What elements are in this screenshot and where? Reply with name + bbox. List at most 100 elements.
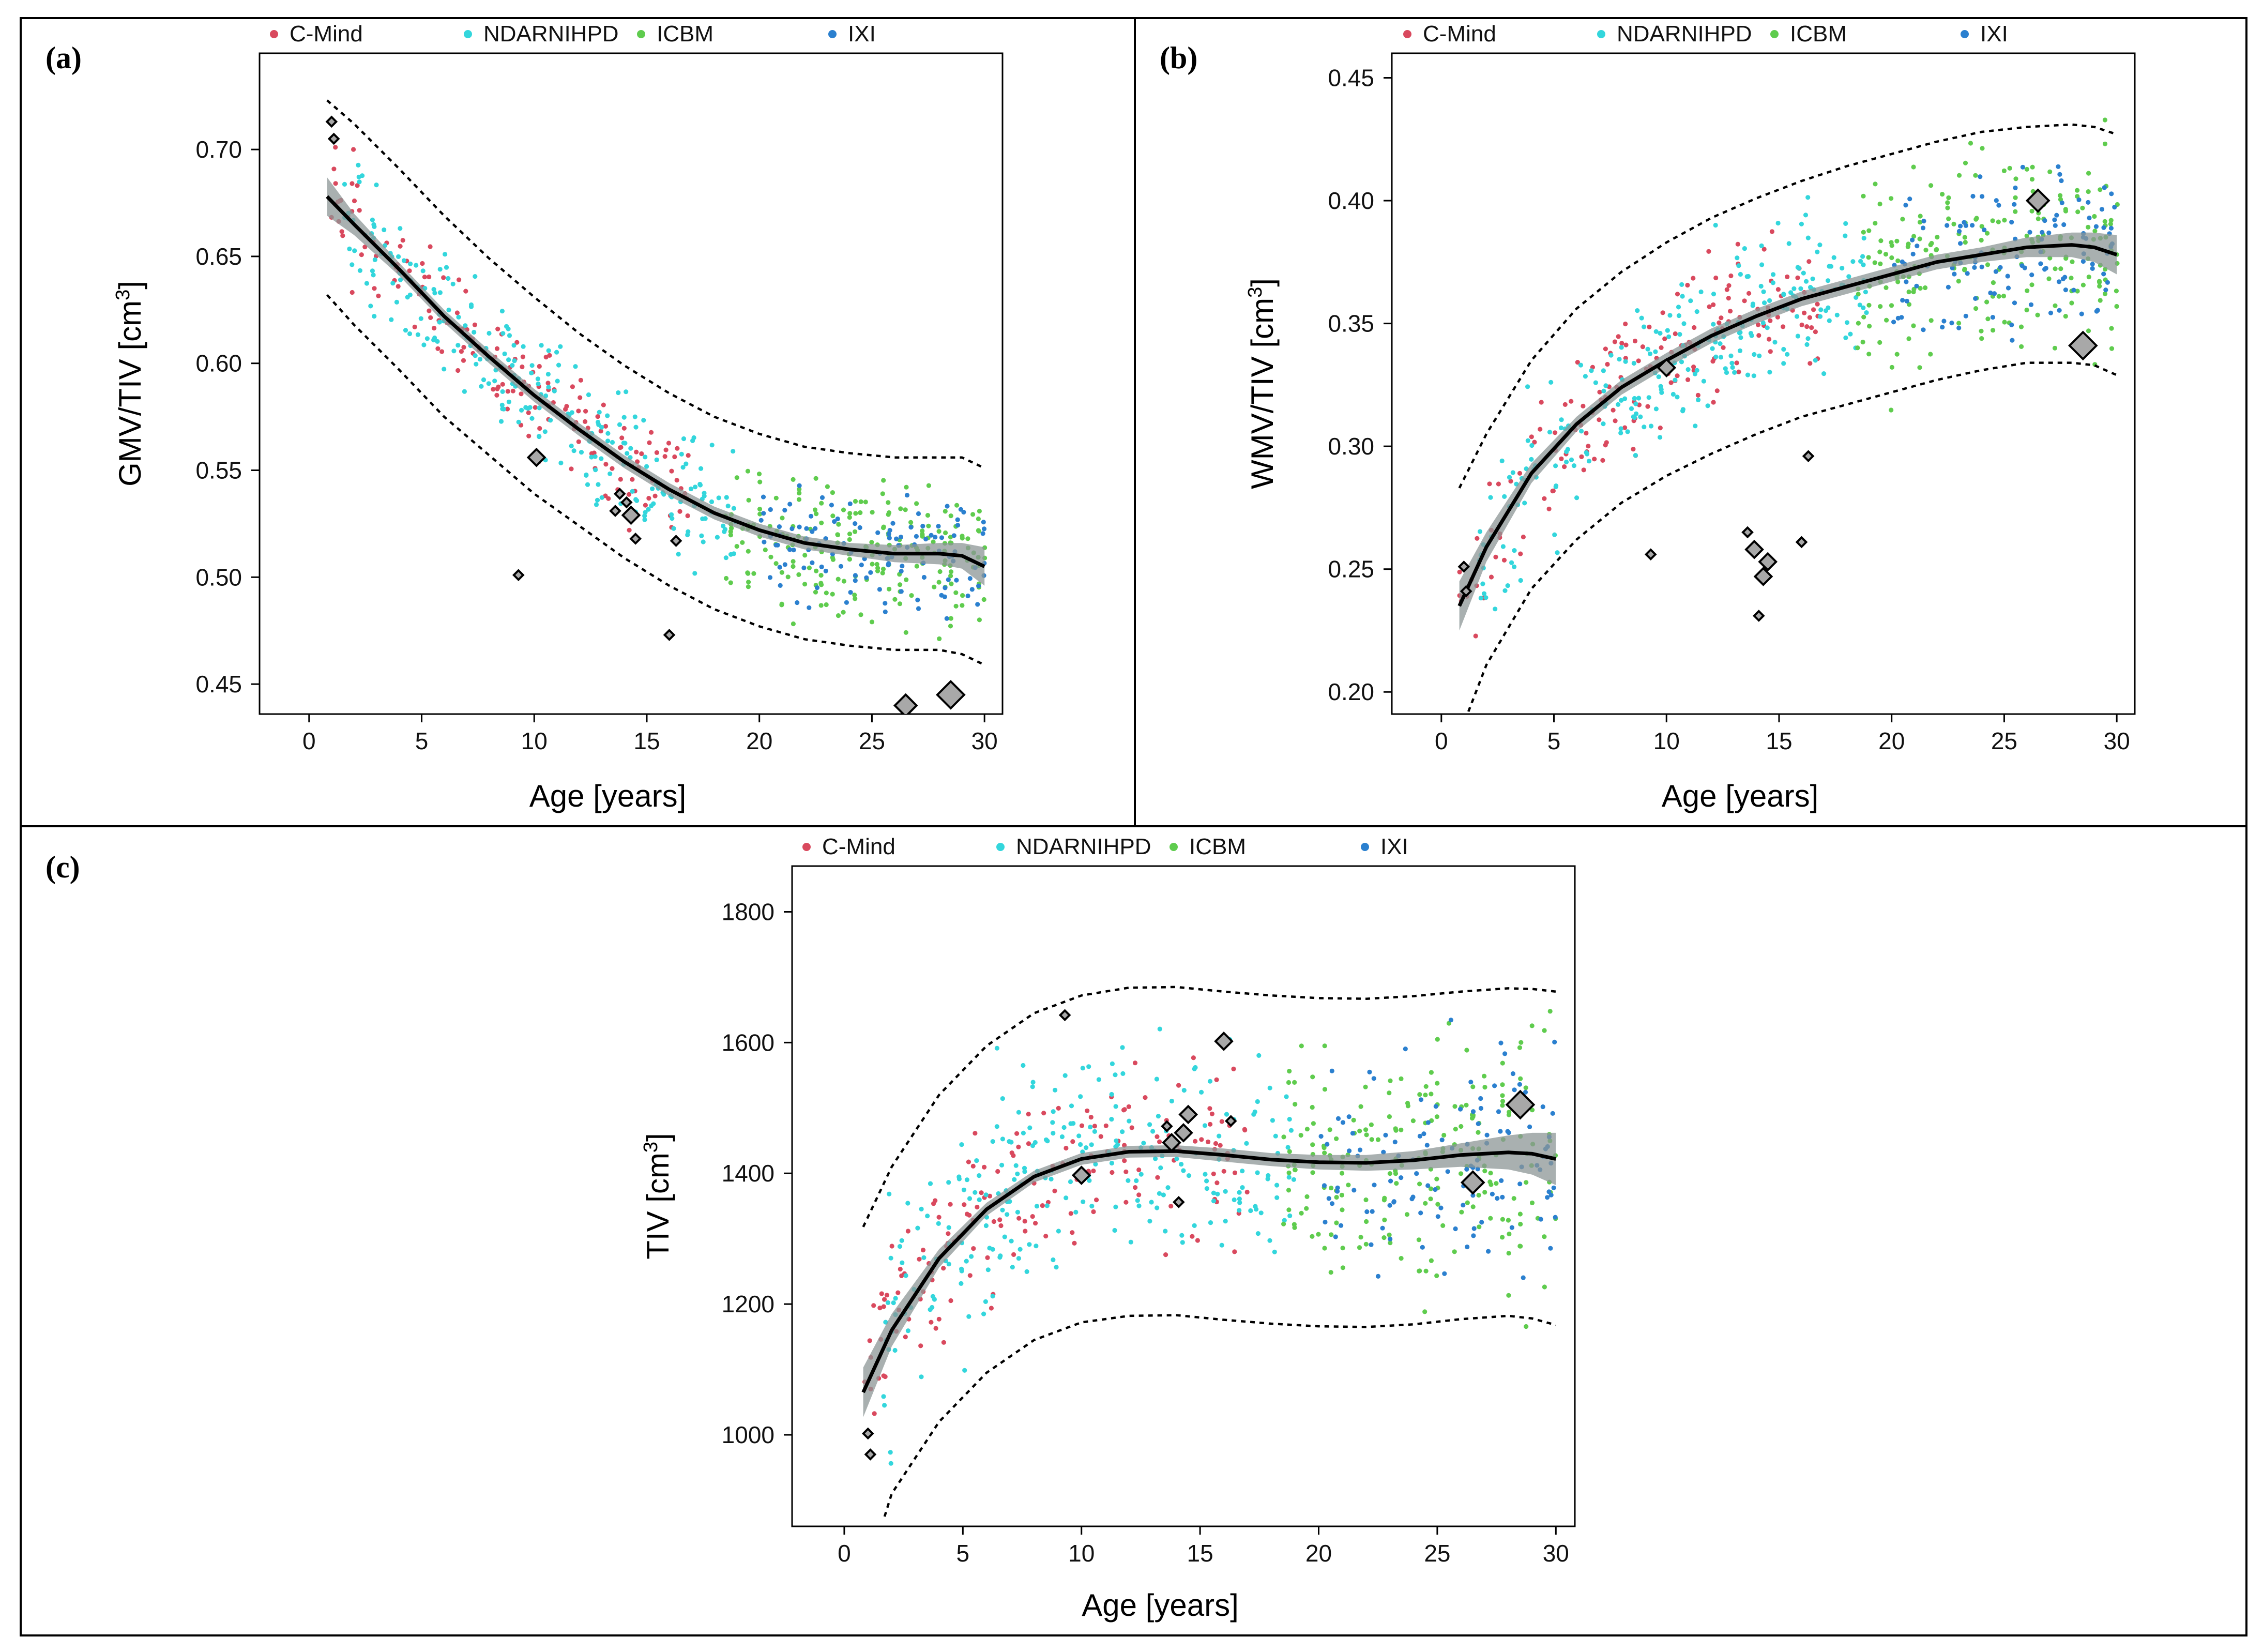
data-point-c-mind [427,274,432,280]
data-point-ndarnihpd [1068,1121,1073,1126]
data-point-ndarnihpd [1120,1045,1125,1050]
data-point-icbm [1872,260,1877,265]
data-point-c-mind [630,477,635,482]
data-point-c-mind [879,1291,884,1296]
data-point-ixi [2020,164,2025,170]
data-point-ixi [777,565,782,570]
y-tick-label: 0.50 [195,564,242,590]
data-point-icbm [2013,195,2018,200]
data-point-icbm [920,528,925,534]
data-point-icbm [931,539,936,544]
data-point-icbm [1488,1216,1493,1221]
data-point-c-mind [1575,360,1580,365]
data-point-icbm [1945,205,1950,210]
data-point-ixi [1956,229,1962,234]
data-point-icbm [881,478,886,483]
data-point-c-mind [1562,464,1567,469]
data-point-ndarnihpd [1738,330,1743,335]
data-point-ndarnihpd [1211,1199,1217,1204]
data-point-icbm [937,636,942,641]
data-point-ixi [1351,1188,1357,1193]
data-point-ndarnihpd [473,353,478,358]
data-point-ndarnihpd [888,1450,893,1455]
data-point-c-mind [1581,467,1586,473]
data-point-c-mind [454,310,460,315]
data-point-ndarnihpd [1061,1125,1067,1130]
outlier-diamond [609,505,621,517]
y-axis-title: WMV/TIV [cm3] [1244,278,1280,489]
data-point-ndarnihpd [431,287,436,292]
outlier-diamond [620,496,633,509]
data-point-ndarnihpd [527,405,533,410]
data-point-c-mind [526,410,531,415]
data-point-c-mind [520,354,526,359]
data-point-ndarnihpd [599,495,604,500]
data-point-ndarnihpd [1810,276,1815,281]
data-point-ndarnihpd [558,344,563,349]
data-point-ndarnihpd [605,413,610,418]
data-point-ndarnihpd [1254,1207,1259,1212]
x-tick-label: 5 [415,728,429,754]
data-point-ixi [829,503,834,508]
y-tick-label: 0.65 [195,243,242,270]
data-point-ixi [2071,287,2076,293]
data-point-c-mind [1136,1167,1142,1173]
data-point-ndarnihpd [1078,1142,1083,1147]
data-point-ndarnihpd [1525,384,1530,389]
data-point-ixi [2009,220,2014,225]
data-point-ixi [814,585,820,590]
data-point-ndarnihpd [545,372,551,377]
data-point-ixi [1907,196,1912,202]
data-point-c-mind [420,261,425,266]
data-point-ixi [1420,1245,1425,1250]
data-point-c-mind [1685,377,1691,383]
data-point-icbm [1500,1093,1505,1098]
data-point-ndarnihpd [1861,262,1866,267]
data-point-ixi [853,521,858,526]
data-point-c-mind [461,345,466,350]
data-point-icbm [1517,1045,1523,1050]
data-point-c-mind [933,1198,938,1203]
data-point-ndarnihpd [510,363,515,368]
data-point-c-mind [1508,479,1513,484]
data-point-ndarnihpd [1553,463,1558,468]
data-point-c-mind [1799,322,1804,328]
data-point-c-mind [603,493,608,498]
data-point-ndarnihpd [882,1403,887,1408]
data-point-ndarnihpd [370,217,375,222]
y-axis-title-main: TIV [cm [641,1153,675,1260]
data-point-icbm [1895,258,1901,263]
data-point-icbm [1435,1081,1440,1086]
data-point-ndarnihpd [1711,292,1717,297]
data-point-ndarnihpd [1732,370,1737,375]
data-point-ndarnihpd [1589,368,1594,373]
y-tick-label: 1200 [722,1291,774,1317]
data-point-ndarnihpd [1552,532,1557,537]
data-point-c-mind [1597,417,1602,422]
data-point-ixi [1318,1134,1324,1139]
data-point-icbm [1434,1273,1439,1278]
data-point-ndarnihpd [1638,414,1643,419]
data-point-icbm [1363,1197,1369,1203]
data-point-ixi [1945,223,1950,228]
data-point-c-mind [333,181,338,186]
data-point-ndarnihpd [1863,290,1868,295]
data-point-icbm [1351,1117,1356,1123]
data-point-ndarnihpd [414,263,419,268]
legend-label: NDARNIHPD [483,21,619,47]
data-point-c-mind [1517,471,1523,476]
data-point-c-mind [1806,259,1812,264]
data-point-ixi [954,578,959,583]
data-point-ndarnihpd [1827,318,1832,323]
data-point-ndarnihpd [1629,406,1634,412]
data-point-icbm [757,479,763,484]
data-point-c-mind [979,1190,984,1195]
data-point-c-mind [1719,315,1724,321]
data-point-icbm [1889,365,1894,370]
data-point-ixi [819,564,824,569]
legend-marker [828,30,837,38]
data-point-c-mind [461,358,466,363]
y-axis-title-close: ] [113,281,147,290]
data-point-ixi [1946,284,1951,290]
